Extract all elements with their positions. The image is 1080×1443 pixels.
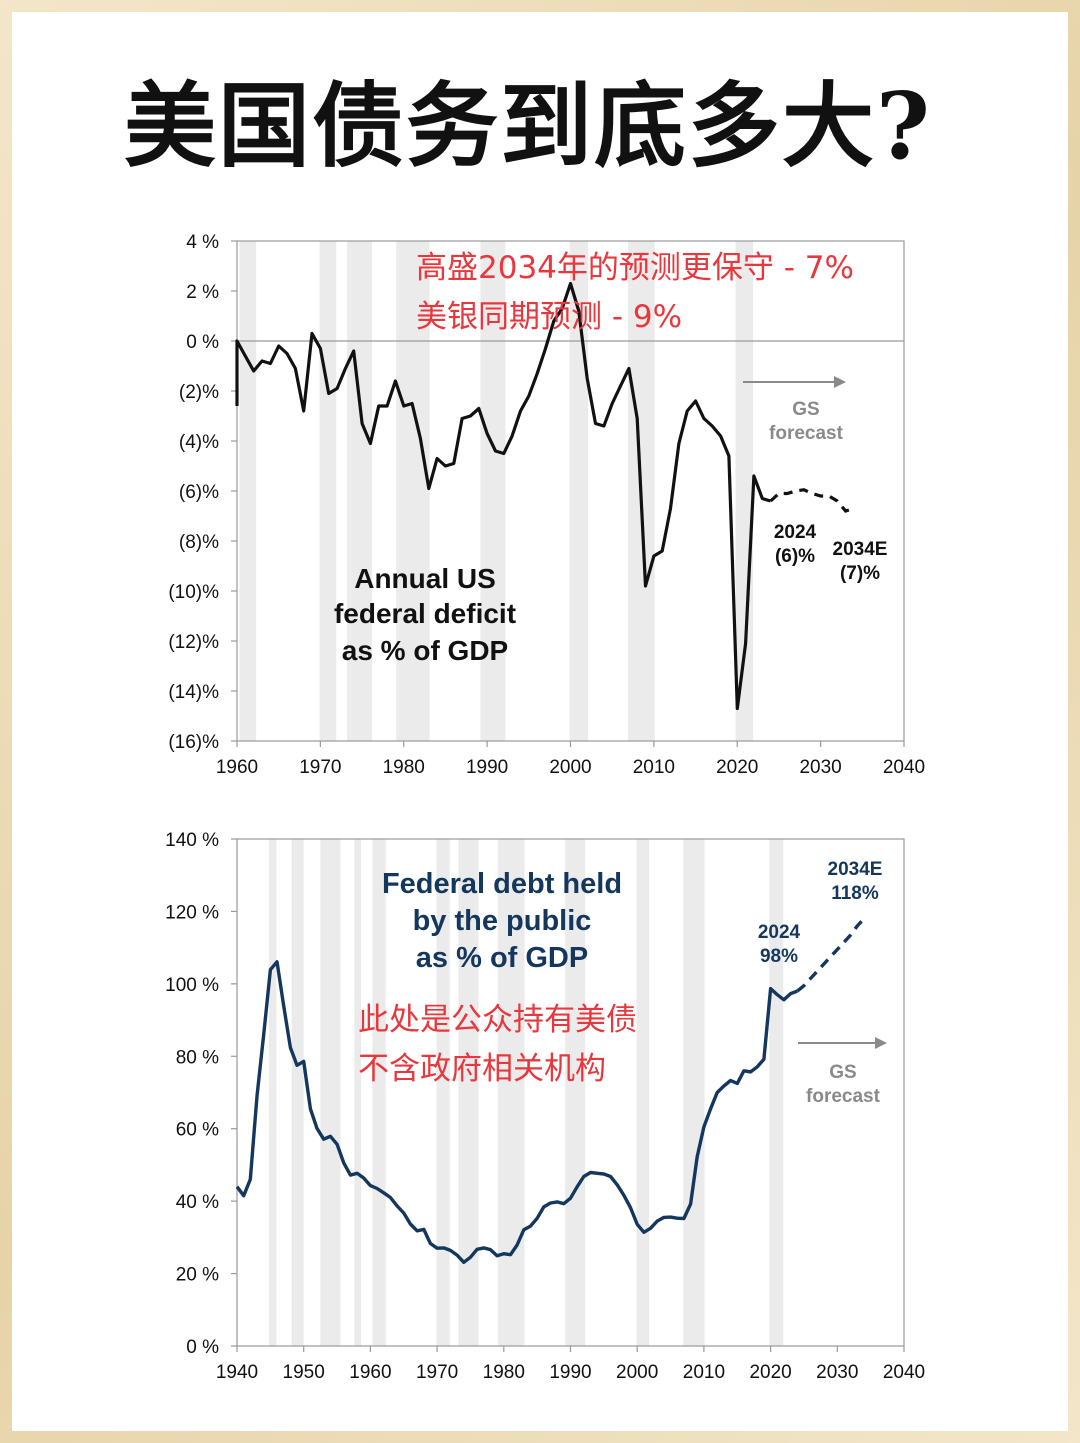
deficit-x-tick-label-2: 1980 [383,757,425,778]
debt-2034-value: 118% [831,883,879,904]
deficit-y-tick-label-5: (6)% [179,482,219,503]
deficit-recession-bands [239,241,754,741]
deficit-2024-value: (6)% [775,546,815,567]
deficit-recession-band-1 [319,241,337,741]
deficit-x-tick-label-8: 2040 [883,757,925,778]
debt-x-tick-label-6: 2000 [616,1362,658,1383]
page-frame [12,12,1068,1431]
deficit-note-line-2: 美银同期预测 - 9% [416,299,682,335]
deficit-title-line-1: Annual US [354,563,496,594]
deficit-x-tick-label-1: 1970 [299,757,341,778]
debt-recession-band-4 [372,839,386,1346]
debt-x-tick-label-3: 1970 [416,1362,458,1383]
debt-chart: 0 %20 %40 %60 %80 %100 %120 %140 % 1940 1… [165,830,925,1383]
deficit-x-tick-label-6: 2020 [716,757,758,778]
deficit-forecast-label: forecast [769,423,844,444]
deficit-y-tick-label-8: (12)% [168,632,219,653]
debt-note-line-1: 此处是公众持有美债 [358,1002,637,1038]
debt-x-tick-label-0: 1940 [216,1362,258,1383]
debt-title-line-2: by the public [413,905,592,937]
deficit-y-tick-label-2: 0 % [186,332,219,353]
debt-recession-bands [269,839,784,1346]
deficit-y-tick-label-9: (14)% [168,682,219,703]
deficit-recession-band-0 [239,241,257,741]
debt-y-tick-label-7: 140 % [165,830,219,851]
debt-y-tick-label-2: 40 % [176,1192,219,1213]
deficit-y-tick-label-10: (16)% [168,732,219,753]
deficit-gs-label: GS [792,399,819,420]
deficit-x-tick-label-0: 1960 [216,757,258,778]
debt-forecast-line [796,917,866,993]
deficit-chart: 4 % 2 % 0 % (2)% (4)% (6)% (8)% (10)% (12)% (14)%… [168,232,925,778]
debt-x-ticks: 1940 1950 1960 1970 1980 1990 2000 2010 2020 2030… [216,1346,925,1383]
debt-recession-band-3 [354,839,362,1346]
debt-recession-band-1 [291,839,304,1346]
debt-y-tick-label-5: 100 % [165,975,219,996]
deficit-y-tick-label-3: (2)% [179,382,219,403]
debt-recession-band-5 [436,839,450,1346]
deficit-recession-band-5 [569,241,589,741]
debt-x-tick-label-8: 2020 [749,1362,791,1383]
debt-y-tick-label-1: 20 % [176,1265,219,1286]
debt-gs-label: GS [829,1062,856,1083]
deficit-recession-band-7 [735,241,754,741]
deficit-forecast-line [769,488,855,513]
debt-y-tick-label-0: 0 % [186,1337,219,1358]
deficit-recession-band-4 [480,241,506,741]
debt-recession-band-0 [269,839,277,1346]
debt-x-tick-label-2: 1960 [349,1362,391,1383]
page-title: 美国债务到底多大? [124,72,932,180]
debt-recession-band-8 [565,839,586,1346]
debt-recession-band-7 [497,839,525,1346]
debt-2024-year: 2024 [758,922,801,943]
debt-title-line-1: Federal debt held [382,868,622,900]
deficit-y-tick-label-4: (4)% [179,432,219,453]
debt-2034-year: 2034E [828,859,883,880]
deficit-y-ticks: 4 % 2 % 0 % (2)% (4)% (6)% (8)% (10)% (12)% (14)%… [168,232,237,753]
deficit-y-tick-label-6: (8)% [179,532,219,553]
debt-x-tick-label-9: 2030 [816,1362,858,1383]
deficit-x-tick-label-4: 2000 [549,757,591,778]
debt-recession-band-11 [769,839,784,1346]
debt-2024-value: 98% [760,946,798,967]
deficit-recession-band-3 [396,241,430,741]
deficit-title-line-2: federal deficit [334,598,516,629]
debt-x-tick-label-1: 1950 [283,1362,325,1383]
debt-recession-band-9 [636,839,650,1346]
deficit-y-tick-label-7: (10)% [168,582,219,603]
debt-x-tick-label-5: 1990 [549,1362,591,1383]
deficit-2034-year: 2034E [833,539,888,560]
deficit-note-line-1: 高盛2034年的预测更保守 - 7% [416,250,854,286]
debt-note-line-2: 不含政府相关机构 [358,1051,606,1087]
deficit-title-line-3: as % of GDP [342,635,508,666]
debt-y-tick-label-6: 120 % [165,902,219,923]
debt-recession-band-2 [320,839,341,1346]
deficit-x-ticks: 1960 1970 1980 1990 2000 2010 2020 2030 2040 [216,741,925,778]
debt-actual-line [235,960,798,1264]
deficit-x-tick-label-3: 1990 [466,757,508,778]
deficit-y-tick-label-0: 4 % [186,232,219,253]
debt-x-tick-label-7: 2010 [683,1362,725,1383]
deficit-x-tick-label-5: 2010 [633,757,675,778]
debt-forecast-arrowhead [875,1037,887,1049]
deficit-y-tick-label-1: 2 % [186,282,219,303]
deficit-2034-value: (7)% [840,563,880,584]
deficit-x-tick-label-7: 2030 [799,757,841,778]
deficit-2024-year: 2024 [774,522,817,543]
deficit-recession-band-2 [347,241,373,741]
debt-recession-band-10 [683,839,705,1346]
debt-y-tick-label-3: 60 % [176,1120,219,1141]
debt-x-tick-label-4: 1980 [483,1362,525,1383]
deficit-actual-line [235,281,772,711]
debt-x-tick-label-10: 2040 [883,1362,925,1383]
deficit-forecast-arrowhead [834,376,846,388]
debt-forecast-label: forecast [806,1086,881,1107]
debt-title-line-3: as % of GDP [416,942,588,974]
debt-y-ticks: 0 % 20 % 40 % 60 % 80 % 100 % 120 % 140 % [165,830,237,1358]
debt-recession-band-6 [458,839,479,1346]
debt-y-tick-label-4: 80 % [176,1047,219,1068]
